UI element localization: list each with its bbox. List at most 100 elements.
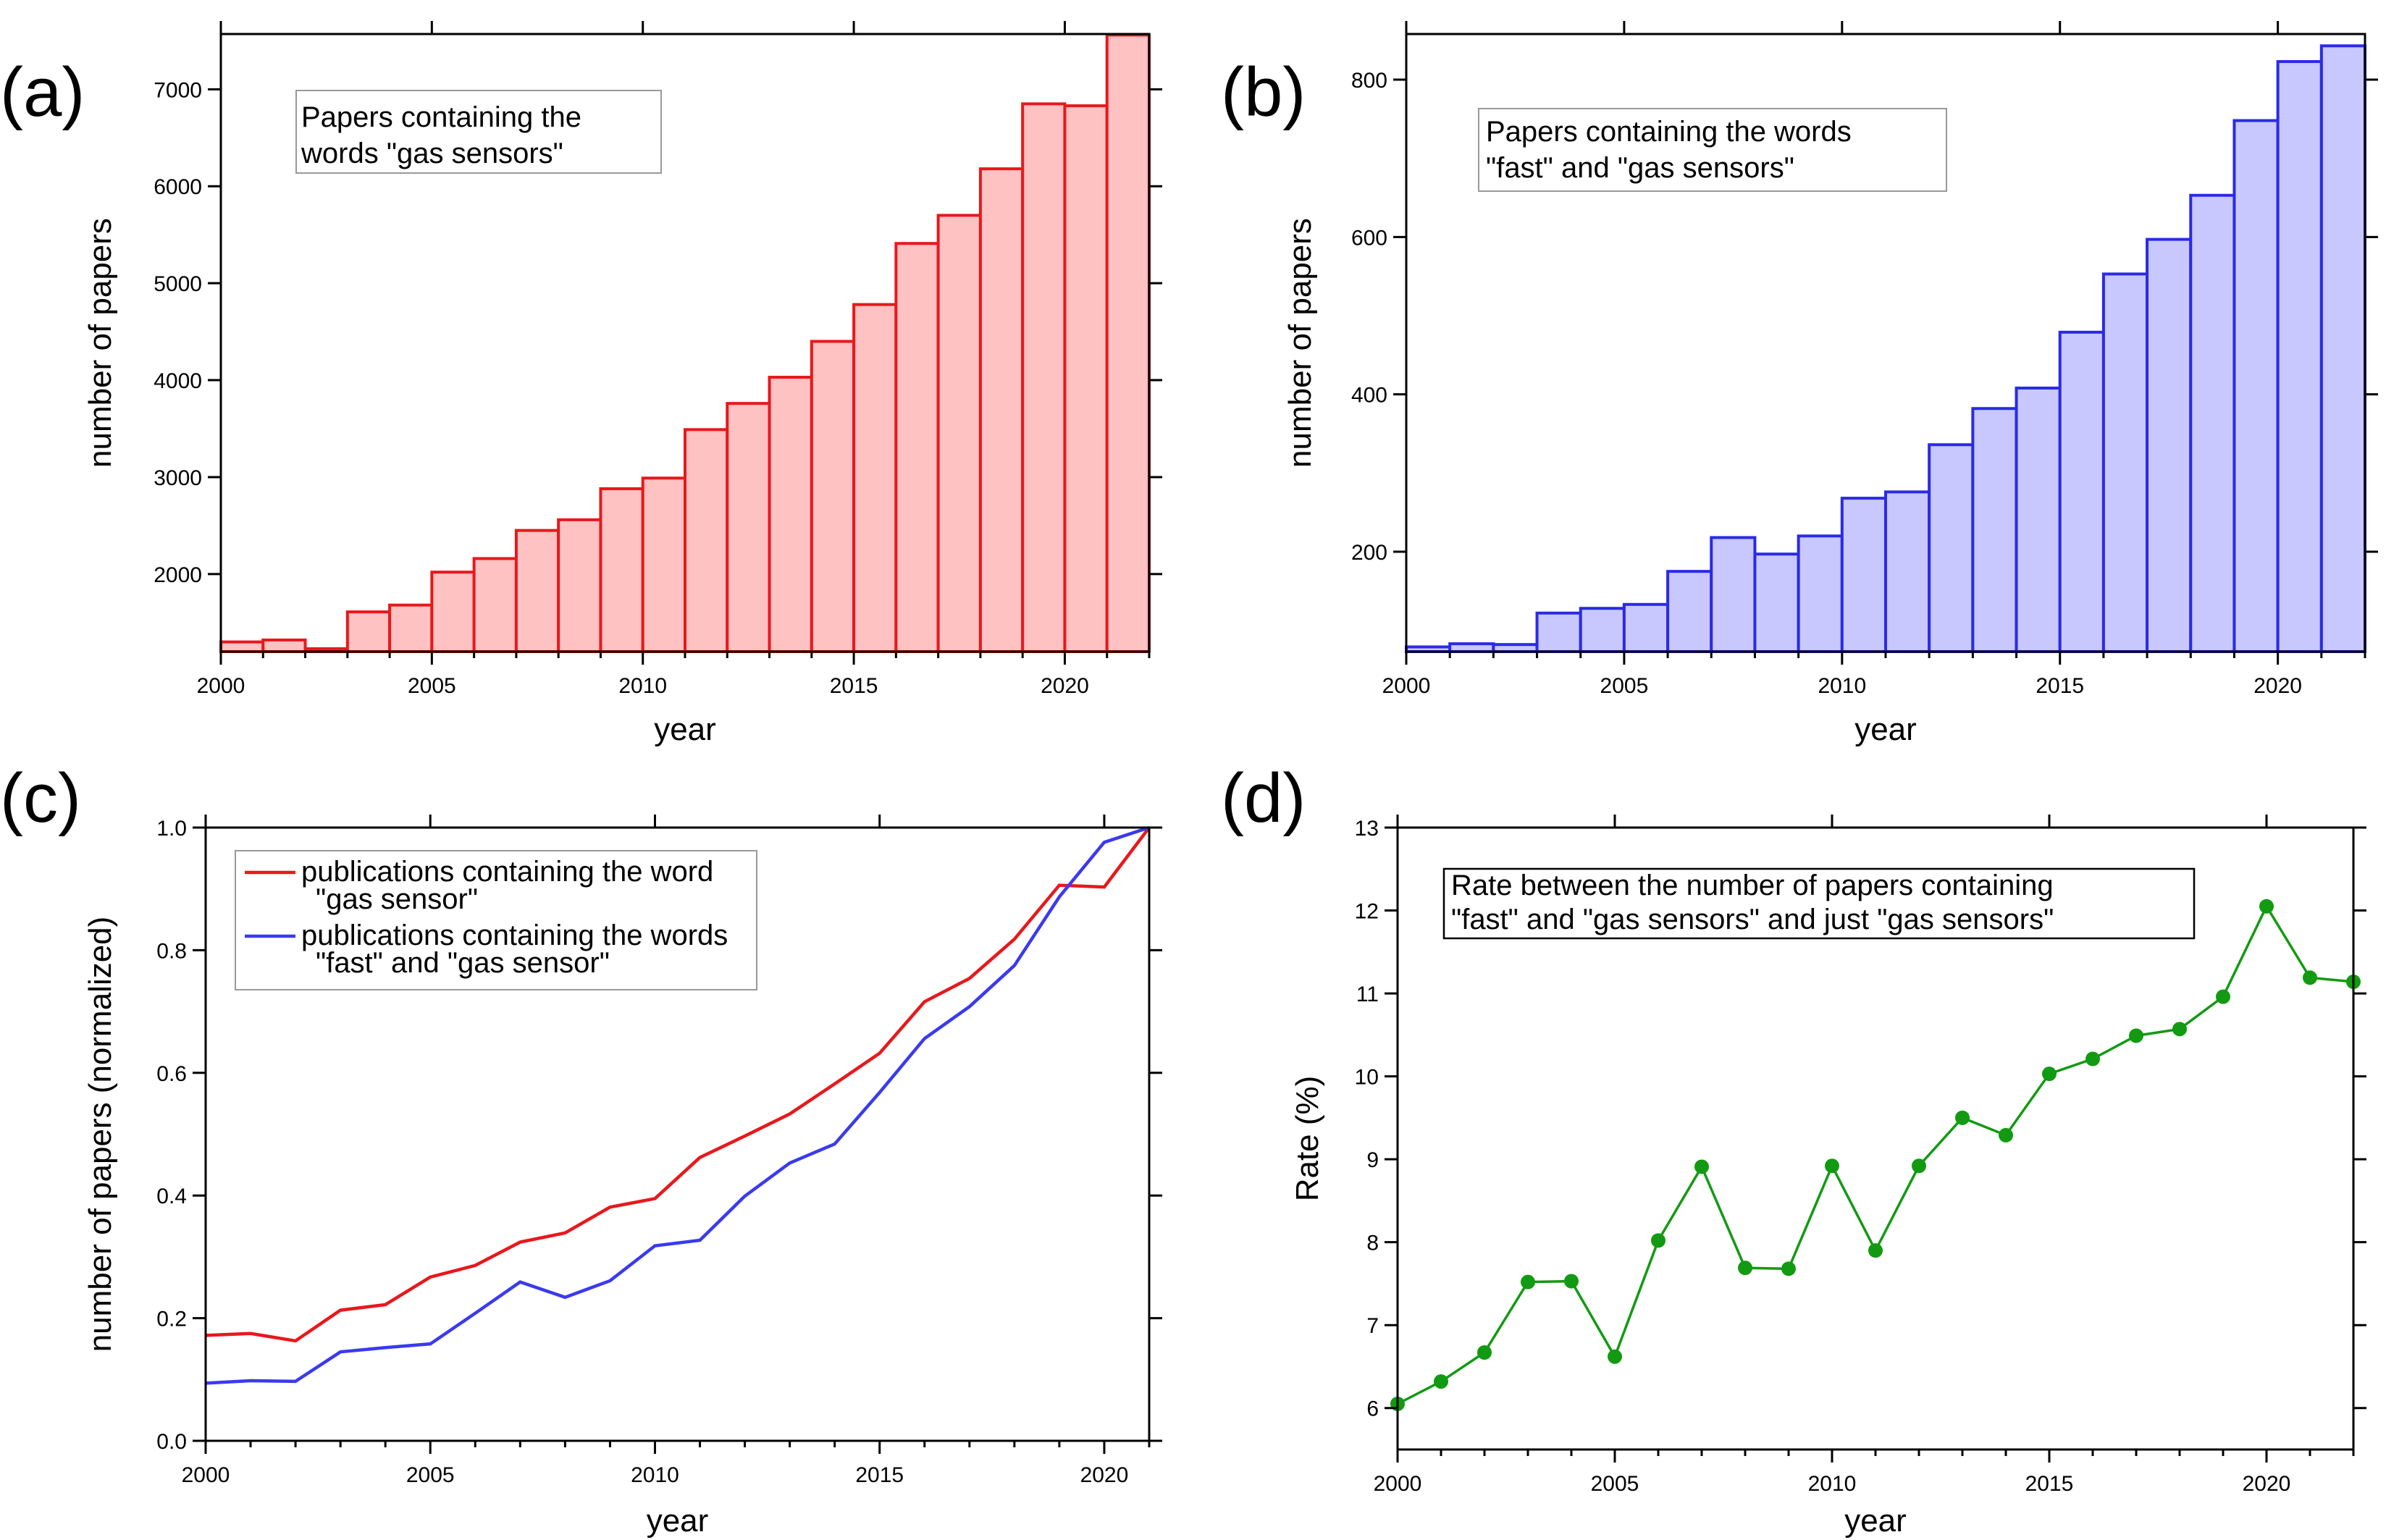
x-tick-label: 2005 (406, 1463, 455, 1487)
bar (514, 529, 560, 654)
bar (2101, 272, 2149, 653)
bar (1579, 607, 1626, 653)
bar (430, 571, 476, 653)
data-point (2216, 989, 2230, 1004)
bar (472, 557, 518, 653)
bar (1884, 490, 1931, 653)
bar (1021, 102, 1067, 654)
data-point (1477, 1345, 1492, 1360)
data-point (2172, 1022, 2187, 1037)
x-axis-label: year (647, 1503, 709, 1539)
annotation-text: Papers containing the words (1486, 116, 1852, 148)
y-tick-label: 0.8 (156, 939, 187, 963)
y-tick-label: 400 (1351, 384, 1387, 408)
y-axis-label: number of papers (normalized) (83, 917, 118, 1352)
bar (810, 340, 856, 653)
bar (726, 402, 771, 654)
bar (768, 376, 813, 653)
bar (894, 242, 940, 653)
y-tick-label: 9 (1366, 1148, 1379, 1172)
y-tick-label: 6000 (154, 175, 202, 199)
data-point (1434, 1374, 1448, 1389)
y-tick-label: 6 (1366, 1397, 1379, 1421)
bar (219, 640, 265, 654)
bar (2058, 330, 2105, 653)
data-point (2303, 970, 2317, 985)
x-tick-label: 2020 (2243, 1472, 2291, 1496)
series-line (1397, 904, 2354, 1405)
x-tick-label: 2000 (182, 1463, 230, 1487)
y-tick-label: 11 (1356, 983, 1379, 1006)
data-point (2129, 1028, 2143, 1043)
x-tick-label: 2015 (855, 1463, 904, 1487)
data-point (1955, 1110, 1970, 1125)
panel-label: (a) (0, 54, 85, 131)
x-tick-label: 2005 (1600, 674, 1649, 698)
data-point (1825, 1158, 1839, 1174)
legend-label: publications containing the word (301, 856, 713, 888)
series-line (205, 825, 1150, 1385)
annotation-text: Papers containing the (301, 101, 581, 133)
bar (641, 476, 687, 653)
data-point (1694, 1159, 1709, 1174)
x-tick-label: 2010 (1818, 674, 1866, 698)
bar (936, 214, 982, 653)
panel-d-line-chart: 2000 2005 2010 2015 2020 6 7 8 9 10 11 12 13 year Rate… (1221, 760, 2366, 1539)
panel-label: (d) (1221, 760, 1306, 837)
bar (684, 428, 729, 653)
data-point (1608, 1349, 1622, 1364)
data-point (2259, 899, 2274, 914)
bar (388, 603, 434, 653)
bar (1753, 552, 1800, 653)
bar (852, 303, 898, 653)
data-point (1781, 1261, 1796, 1276)
bar (261, 638, 307, 653)
y-tick-label: 8 (1366, 1232, 1379, 1255)
x-tick-label: 2015 (830, 674, 878, 698)
bar (1710, 536, 1757, 654)
data-point (1999, 1127, 2013, 1143)
bar (1666, 570, 1713, 653)
annotation-box (1442, 867, 2196, 940)
bar (345, 610, 392, 654)
bar (557, 518, 602, 654)
x-tick-label: 2010 (618, 674, 667, 698)
y-tick-label: 5000 (154, 272, 202, 296)
y-tick-label: 0.4 (156, 1185, 187, 1208)
y-tick-label: 0.0 (156, 1430, 187, 1454)
data-point (1564, 1274, 1579, 1289)
x-tick-label: 2020 (1080, 1463, 1129, 1487)
x-tick-label: 2000 (197, 674, 245, 698)
annotation-box (295, 90, 662, 174)
y-tick-label: 10 (1355, 1066, 1379, 1090)
series-line (205, 826, 1151, 1343)
y-axis-label: number of papers (83, 218, 118, 468)
bar (599, 487, 644, 653)
bar (1105, 33, 1151, 653)
y-tick-label: 7 (1366, 1314, 1379, 1338)
bar (2146, 237, 2193, 654)
bar (1797, 534, 1844, 653)
panel-label: (b) (1221, 54, 1306, 131)
data-point (1738, 1261, 1752, 1276)
annotation-text: "fast" and "gas sensors" and just "gas s… (1451, 904, 2054, 935)
bar (1840, 497, 1887, 653)
bar (1448, 642, 1495, 653)
x-tick-label: 2000 (1374, 1472, 1422, 1496)
bar (978, 167, 1025, 654)
data-point (1521, 1274, 1535, 1289)
y-tick-label: 0.2 (156, 1308, 187, 1331)
bar (1928, 443, 1975, 653)
x-axis-label: year (654, 712, 716, 747)
x-tick-label: 2000 (1382, 674, 1431, 698)
data-point (1868, 1243, 1883, 1258)
y-tick-label: 7000 (154, 78, 202, 102)
y-tick-label: 600 (1351, 226, 1387, 250)
data-point (1651, 1233, 1665, 1248)
panel-c-line-chart: 2000 2005 2010 2015 2020 0.0 0.2 0.4 0.6 0.8 1.0 ye… (0, 760, 1162, 1539)
x-tick-label: 2015 (2025, 1472, 2074, 1496)
x-tick-label: 2005 (408, 674, 456, 698)
y-tick-label: 1.0 (156, 817, 187, 841)
y-tick-label: 2000 (154, 563, 202, 587)
